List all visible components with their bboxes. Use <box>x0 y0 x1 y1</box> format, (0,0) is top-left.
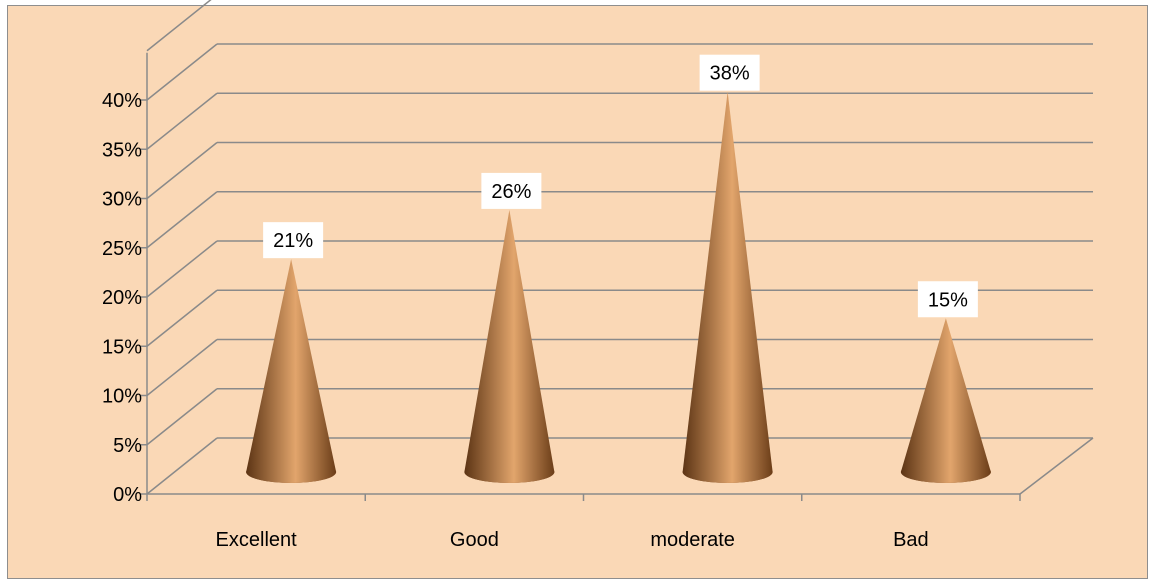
cone-body <box>682 91 773 483</box>
y-tick-label-4: 20% <box>102 287 142 309</box>
y-tick-label-1: 5% <box>113 435 142 457</box>
data-label-text: 21% <box>273 230 313 252</box>
cone-body <box>464 209 555 483</box>
floor-right-edge <box>1019 437 1094 495</box>
data-label-excellent: 21% <box>263 222 324 259</box>
data-label-box <box>263 222 324 259</box>
x-tick-label-1: Good <box>450 529 499 551</box>
gridline-side-5 <box>146 191 218 249</box>
gridline-side-2 <box>146 338 218 397</box>
gridline-side-6 <box>146 141 218 200</box>
y-axis-tick-labels: 0% 5% 10% 15% 20% 25% 30% 35% 40% <box>102 90 142 506</box>
data-label-text: 38% <box>710 63 750 85</box>
x-tick-label-2: moderate <box>650 529 735 551</box>
data-label-box <box>699 54 760 91</box>
y-tick-label-5: 25% <box>102 238 142 260</box>
cones <box>246 91 991 483</box>
axes <box>141 52 1094 501</box>
x-tick-label-3: Bad <box>893 529 929 551</box>
data-labels: 21% 26% 38% 15% <box>263 54 978 318</box>
cone-excellent <box>246 259 337 483</box>
data-label-good: 26% <box>481 172 542 209</box>
gridline-side-3 <box>146 289 218 347</box>
data-label-text: 15% <box>928 289 968 311</box>
cone-body <box>900 318 991 483</box>
gridline-side-7 <box>146 92 218 150</box>
gridline-side-1 <box>146 388 218 446</box>
y-tick-label-2: 10% <box>102 386 142 408</box>
gridline-side-4 <box>146 240 218 298</box>
x-tick-label-0: Excellent <box>216 529 298 551</box>
data-label-text: 26% <box>491 181 531 203</box>
data-label-box <box>481 172 542 209</box>
data-label-moderate: 38% <box>699 54 760 91</box>
cone-body <box>246 259 337 483</box>
y-tick-label-8: 40% <box>102 90 142 112</box>
x-axis-tick-labels: Excellent Good moderate Bad <box>216 529 929 551</box>
cone-bad <box>900 318 991 483</box>
data-label-box <box>917 281 978 318</box>
cone-good <box>464 209 555 483</box>
gridline-side-0 <box>146 437 218 495</box>
y-tick-label-6: 30% <box>102 189 142 211</box>
y-tick-label-3: 15% <box>102 336 142 358</box>
cone-moderate <box>682 91 773 483</box>
gridline-side-8 <box>146 43 218 101</box>
data-label-bad: 15% <box>917 281 978 318</box>
y-tick-label-0: 0% <box>113 484 142 506</box>
y-tick-label-7: 35% <box>102 139 142 161</box>
gridline-side-9 <box>146 0 212 52</box>
